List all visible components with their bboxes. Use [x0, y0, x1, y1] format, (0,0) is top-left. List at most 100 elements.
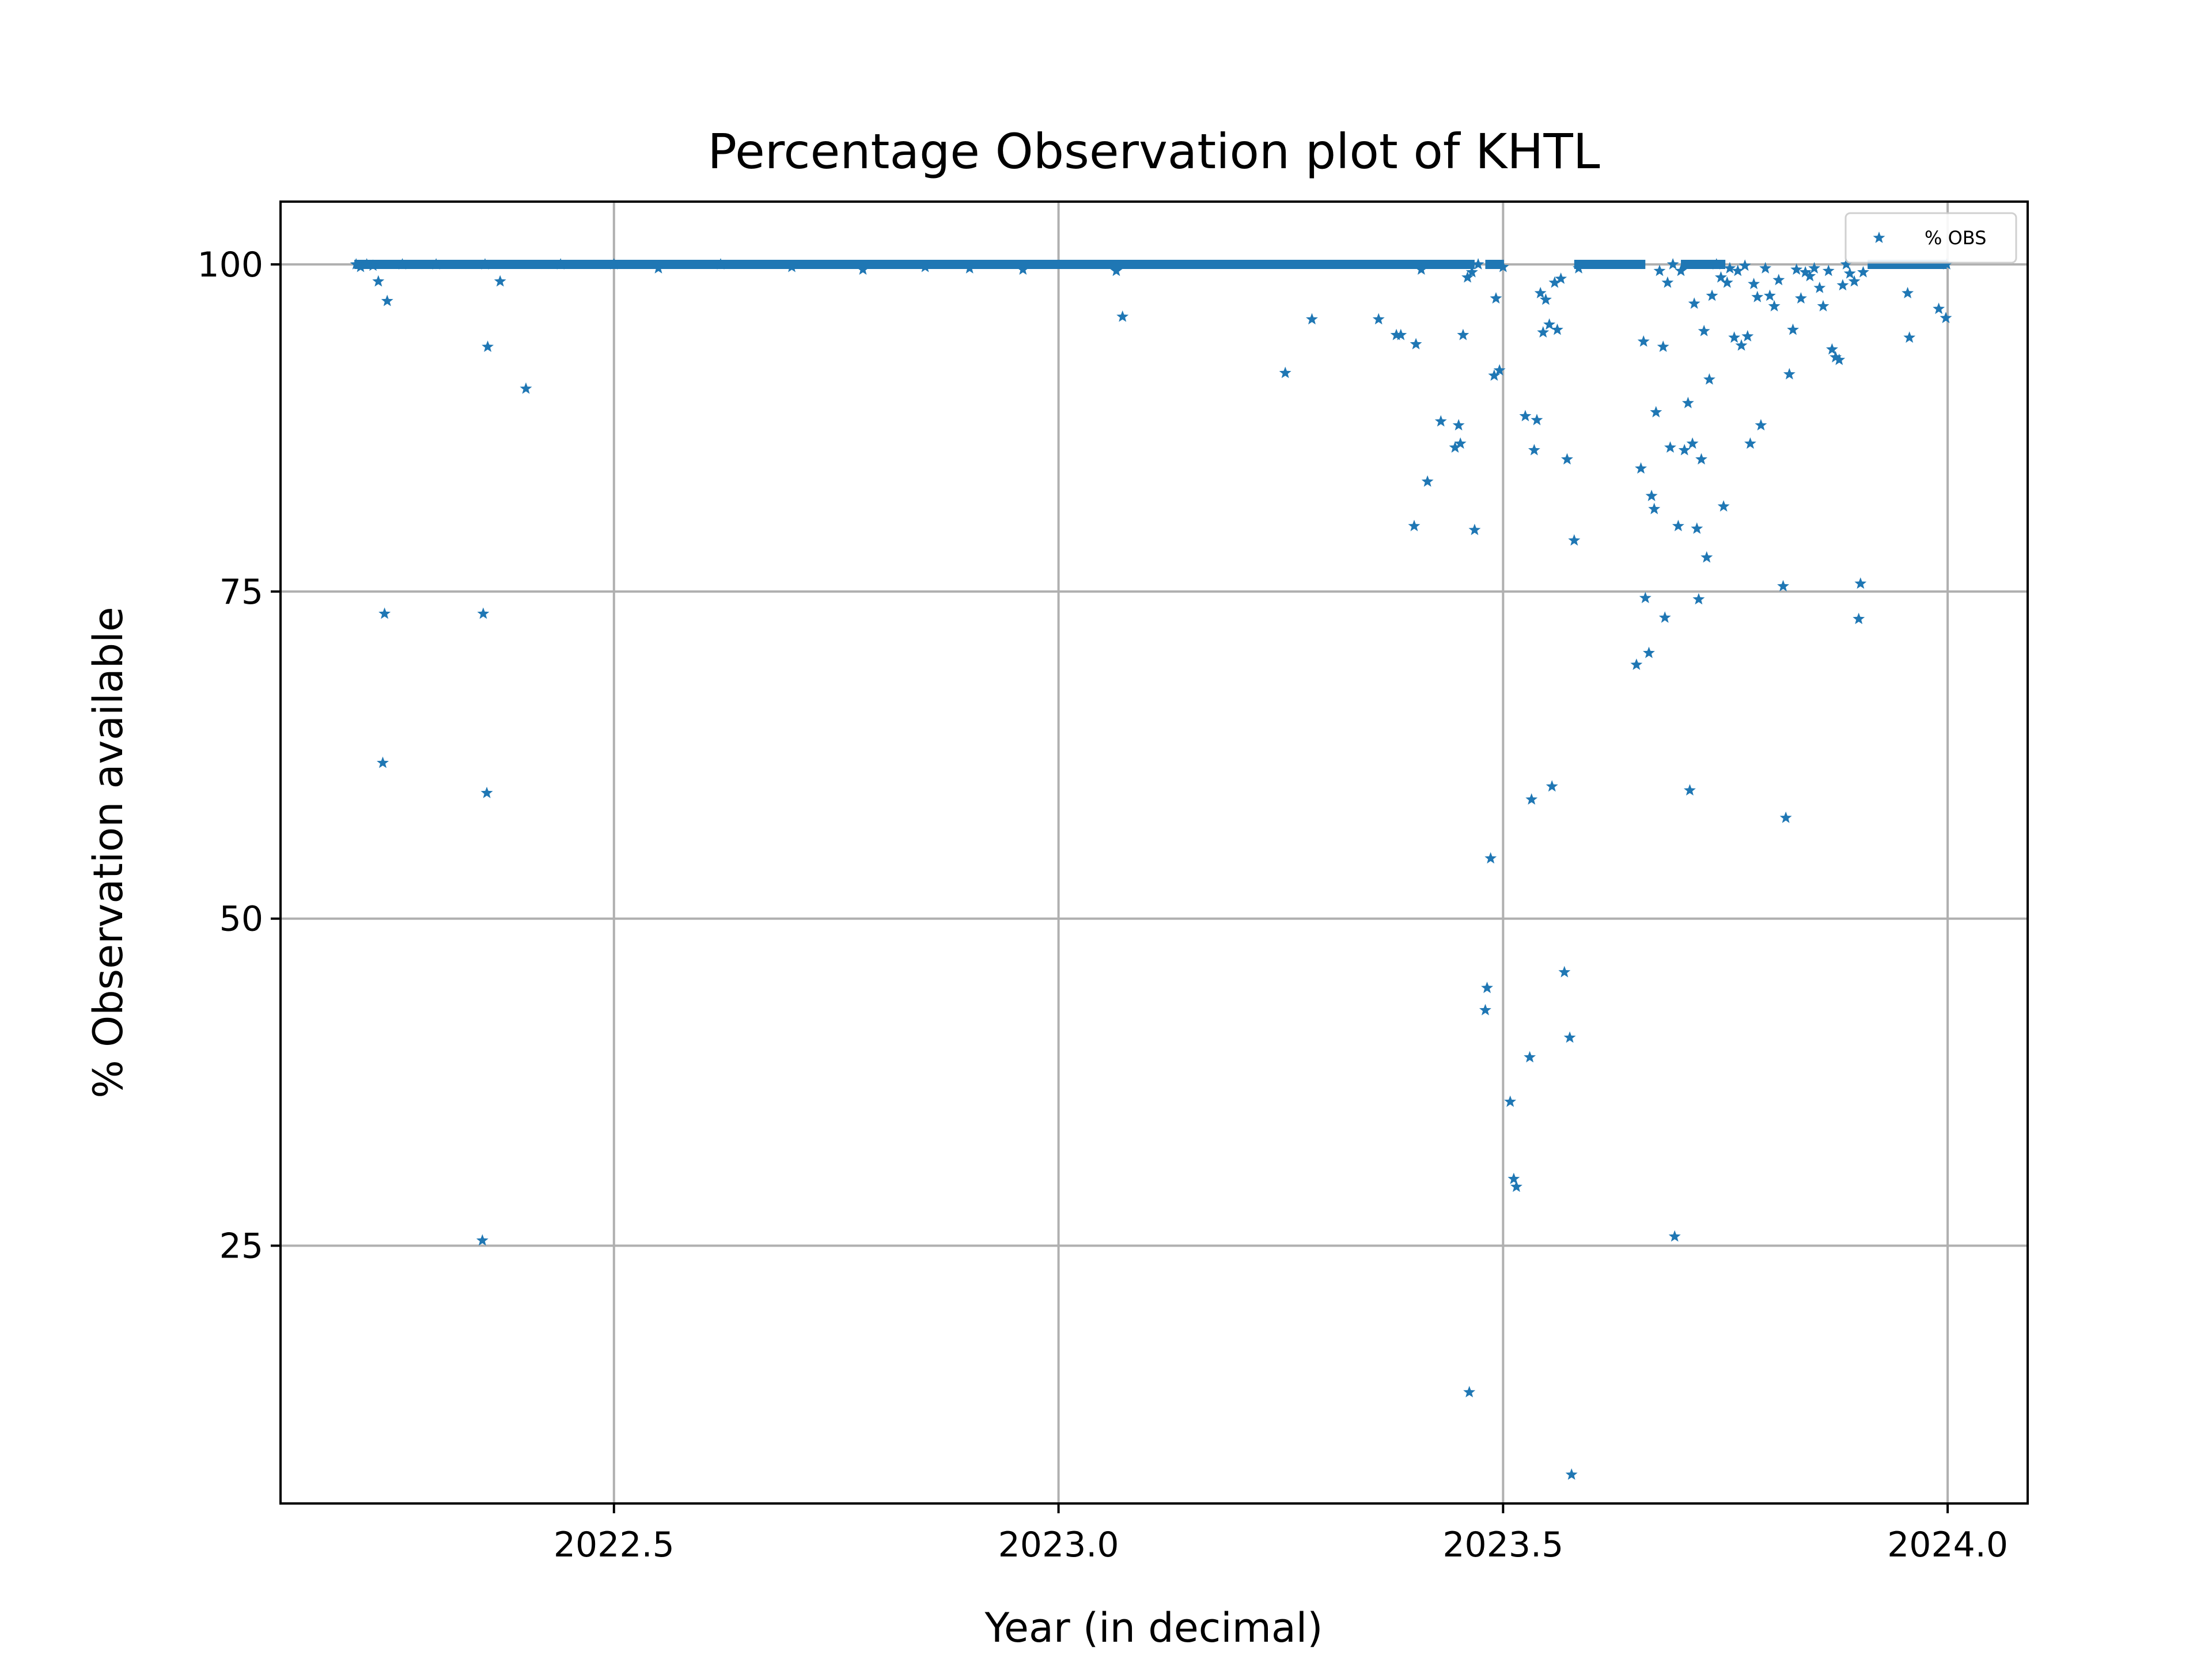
data-point: [1804, 270, 1816, 282]
data-point: [1732, 264, 1744, 276]
data-point: [1555, 272, 1567, 284]
data-point: [1854, 577, 1867, 589]
data-points: [350, 258, 1953, 1480]
data-point: [1751, 290, 1764, 302]
data-point: [1630, 658, 1643, 670]
data-point: [1755, 419, 1767, 431]
data-point: [1738, 259, 1751, 271]
y-tick-label: 50: [219, 899, 263, 940]
data-point: [1551, 323, 1563, 335]
x-tick: 2024.0: [1887, 1503, 2008, 1565]
data-point: [1686, 437, 1699, 449]
data-point: [1903, 331, 1916, 343]
data-point: [1653, 264, 1666, 276]
data-point: [652, 262, 665, 274]
data-point: [1688, 297, 1700, 309]
data-point: [786, 260, 798, 272]
data-point: [1700, 551, 1713, 563]
data-point: [1715, 271, 1727, 283]
data-point: [1848, 275, 1861, 287]
data-point: [350, 258, 362, 270]
data-point: [396, 258, 408, 270]
data-point: [1490, 292, 1502, 304]
x-axis: 2022.5 2023.0 2023.5 2024.0: [554, 1503, 2008, 1565]
data-point: [378, 607, 391, 619]
data-point: [1817, 300, 1830, 312]
data-point: [1692, 593, 1705, 605]
data-point: [857, 263, 869, 275]
data-point: [480, 786, 493, 798]
data-point: [1497, 260, 1509, 272]
data-point: [554, 258, 567, 270]
data-point: [1457, 328, 1469, 340]
data-point: [1279, 366, 1291, 378]
data-point: [1790, 263, 1803, 275]
data-point: [1902, 287, 1914, 298]
data-point: [354, 260, 367, 272]
data-point: [1681, 396, 1694, 408]
data-point: [1783, 368, 1796, 380]
data-point: [1408, 520, 1421, 532]
data-point: [1728, 331, 1741, 343]
data-point: [1684, 784, 1696, 796]
data-point: [1710, 258, 1723, 270]
data-point: [1721, 276, 1733, 288]
data-point: [1650, 406, 1662, 418]
data-point: [1836, 279, 1849, 291]
data-point: [1573, 262, 1585, 274]
data-point: [1537, 326, 1550, 338]
data-point: [1481, 982, 1493, 993]
data-point: [1452, 419, 1465, 431]
data-point: [1826, 343, 1838, 355]
data-point: [1488, 369, 1501, 381]
data-point: [1643, 646, 1655, 658]
data-point: [1787, 323, 1799, 335]
legend-marker-star: [1873, 232, 1885, 243]
data-point: [1645, 490, 1658, 501]
data-point: [1777, 579, 1789, 592]
data-point: [1479, 1003, 1491, 1016]
y-axis-label: % Observation available: [85, 607, 132, 1098]
data-point: [1493, 364, 1506, 376]
data-point: [1410, 338, 1422, 350]
data-point: [1833, 353, 1846, 365]
data-point: [1822, 264, 1835, 276]
x-tick: 2023.0: [998, 1503, 1119, 1565]
data-point: [1568, 534, 1581, 546]
data-point: [1415, 263, 1427, 275]
data-point: [1703, 373, 1715, 385]
data-point: [1524, 1051, 1536, 1063]
y-tick-label: 25: [219, 1226, 263, 1267]
data-point: [714, 258, 727, 270]
y-axis: 25 50 75 100: [197, 245, 281, 1267]
legend-entry: % OBS: [1925, 227, 1986, 249]
x-axis-label: Year (in decimal): [984, 1604, 1323, 1652]
data-point: [1548, 276, 1561, 288]
data-point: [1933, 302, 1945, 315]
data-point: [919, 260, 931, 272]
data-point: [1306, 313, 1318, 325]
x-tick-label: 2023.0: [998, 1525, 1119, 1565]
data-point: [1695, 453, 1707, 465]
data-point: [1525, 793, 1538, 805]
data-point: [367, 259, 379, 271]
data-point: [1853, 612, 1865, 624]
data-point: [494, 275, 506, 287]
data-point: [377, 756, 389, 768]
data-point: [381, 294, 393, 306]
x-tick-label: 2024.0: [1887, 1525, 2008, 1565]
data-point: [1546, 780, 1558, 792]
y-tick: 100: [197, 245, 281, 285]
legend-box: [1844, 212, 2017, 264]
data-point: [1840, 258, 1853, 270]
data-point: [1504, 1095, 1517, 1107]
data-point: [1540, 293, 1552, 305]
data-point: [1666, 258, 1679, 270]
data-point: [1110, 264, 1123, 276]
data-point: [1672, 520, 1684, 532]
data-point: [1463, 1385, 1476, 1397]
data-point: [1857, 266, 1869, 278]
data-point: [1658, 611, 1671, 623]
y-tick: 25: [219, 1226, 281, 1267]
